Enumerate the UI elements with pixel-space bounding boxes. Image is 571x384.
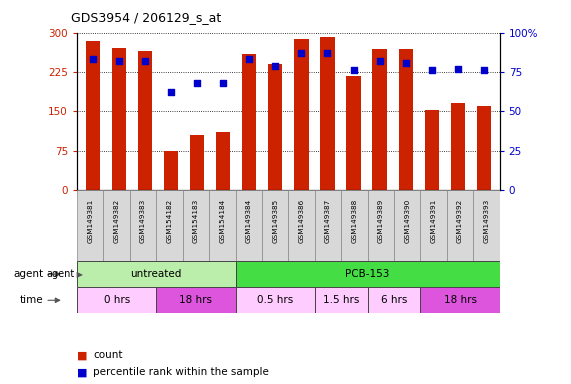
Point [297, 50, 306, 56]
Text: 1.5 hrs: 1.5 hrs [323, 295, 359, 305]
Point [114, 58, 123, 64]
Bar [399, 50, 413, 190]
Text: 0 hrs: 0 hrs [103, 295, 130, 305]
Text: PCB-153: PCB-153 [345, 269, 390, 279]
Point [349, 67, 358, 73]
Bar [190, 135, 204, 190]
Bar [183, 190, 209, 261]
Text: 18 hrs: 18 hrs [444, 295, 477, 305]
Bar [235, 287, 315, 313]
Bar [235, 190, 262, 261]
Bar [315, 190, 341, 261]
Point [88, 56, 97, 63]
Bar [425, 110, 439, 190]
Bar [341, 190, 368, 261]
Text: ■: ■ [77, 350, 87, 360]
Point [166, 89, 175, 96]
Bar [262, 190, 288, 261]
Point [453, 66, 463, 72]
Bar [156, 287, 235, 313]
Bar [86, 40, 100, 190]
Text: GSM149385: GSM149385 [272, 199, 278, 243]
Bar [473, 190, 500, 261]
Bar [477, 106, 491, 190]
Bar [394, 190, 420, 261]
Point [219, 80, 228, 86]
Text: GDS3954 / 206129_s_at: GDS3954 / 206129_s_at [71, 12, 222, 25]
Point [140, 58, 150, 64]
Bar [130, 190, 156, 261]
Text: ▶: ▶ [74, 270, 83, 279]
Bar [368, 190, 394, 261]
Text: count: count [93, 350, 123, 360]
Bar [288, 190, 315, 261]
Text: agent: agent [14, 269, 44, 279]
Text: percentile rank within the sample: percentile rank within the sample [93, 367, 269, 377]
Text: GSM149384: GSM149384 [246, 199, 252, 243]
Text: GSM149389: GSM149389 [378, 199, 384, 243]
Text: GSM149382: GSM149382 [114, 199, 120, 243]
Text: GSM149393: GSM149393 [484, 199, 489, 243]
Bar [268, 64, 283, 190]
Bar [315, 287, 368, 313]
Point [375, 58, 384, 64]
Bar [447, 190, 473, 261]
Bar [138, 51, 152, 190]
Bar [103, 190, 130, 261]
Text: ■: ■ [77, 367, 87, 377]
Text: GSM154183: GSM154183 [193, 199, 199, 243]
Bar [372, 50, 387, 190]
Bar [368, 287, 420, 313]
Bar [216, 132, 230, 190]
Text: GSM149388: GSM149388 [351, 199, 357, 243]
Bar [77, 287, 156, 313]
Text: GSM149390: GSM149390 [404, 199, 410, 243]
Text: untreated: untreated [131, 269, 182, 279]
Bar [294, 39, 308, 190]
Bar [235, 261, 500, 287]
Bar [420, 287, 500, 313]
Bar [77, 190, 103, 261]
Point [244, 56, 254, 63]
Bar [320, 37, 335, 190]
Point [271, 63, 280, 69]
Bar [112, 48, 126, 190]
Text: GSM154182: GSM154182 [167, 199, 172, 243]
Text: GSM149381: GSM149381 [87, 199, 93, 243]
Bar [164, 151, 178, 190]
Point [192, 80, 202, 86]
Text: GSM149391: GSM149391 [431, 199, 437, 243]
Text: 18 hrs: 18 hrs [179, 295, 212, 305]
Bar [209, 190, 235, 261]
Bar [77, 261, 235, 287]
Bar [242, 54, 256, 190]
Text: GSM149383: GSM149383 [140, 199, 146, 243]
Text: time: time [20, 295, 44, 305]
Bar [156, 190, 183, 261]
Text: GSM149392: GSM149392 [457, 199, 463, 243]
Text: GSM149387: GSM149387 [325, 199, 331, 243]
Text: 6 hrs: 6 hrs [381, 295, 407, 305]
Point [323, 50, 332, 56]
Point [401, 60, 411, 66]
Bar [451, 103, 465, 190]
Text: GSM154184: GSM154184 [219, 199, 226, 243]
Text: GSM149386: GSM149386 [299, 199, 304, 243]
Bar [420, 190, 447, 261]
Text: agent: agent [46, 269, 74, 279]
Text: 0.5 hrs: 0.5 hrs [257, 295, 293, 305]
Point [480, 67, 489, 73]
Bar [347, 76, 361, 190]
Point [427, 67, 436, 73]
